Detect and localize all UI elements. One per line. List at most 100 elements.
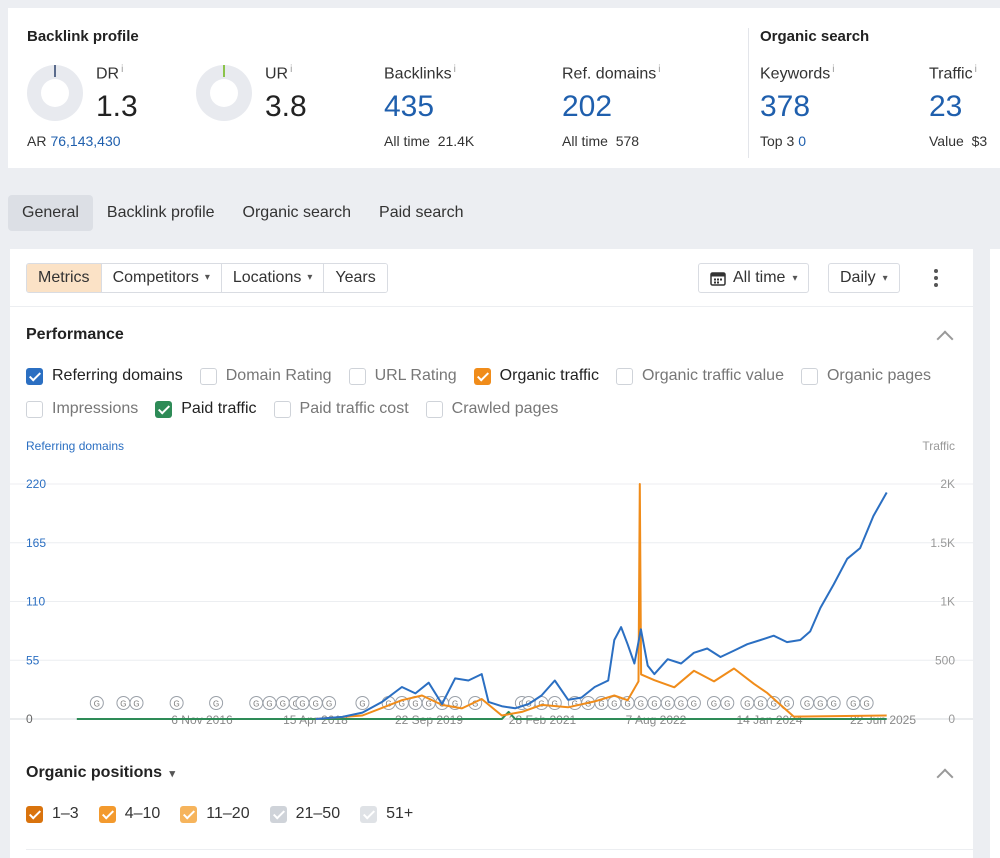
backlinks-info-icon[interactable]: i — [453, 64, 456, 75]
ref-domains-info-icon[interactable]: i — [658, 64, 661, 75]
google-update-marker-label: G — [94, 700, 100, 709]
google-update-marker — [322, 696, 337, 710]
interval-dropdown[interactable]: Daily ▾ — [828, 263, 900, 293]
metric-organic-pages[interactable]: Organic pages — [800, 367, 931, 385]
chevron-down-icon: ▾ — [307, 272, 313, 283]
metric-paid-traffic-cost[interactable]: Paid traffic cost — [273, 400, 409, 418]
calendar-icon — [710, 271, 726, 286]
metric-organic-traffic-value[interactable]: Organic traffic value — [615, 367, 784, 385]
google-update-marker-label: G — [133, 700, 139, 709]
report-tabs: General Backlink profile Organic search … — [8, 195, 478, 231]
metric-url-rating[interactable]: URL Rating — [348, 367, 457, 385]
ar-value-link[interactable]: 76,143,430 — [50, 133, 121, 149]
metrics-button[interactable]: Metrics — [27, 264, 102, 292]
checkbox-icon[interactable] — [800, 367, 818, 385]
google-update-marker — [686, 696, 701, 710]
position-11-20[interactable]: 11–20 — [180, 805, 250, 823]
checkbox-icon[interactable] — [155, 400, 173, 418]
metric-referring-domains[interactable]: Referring domains — [26, 367, 183, 385]
tab-general[interactable]: General — [8, 195, 93, 231]
date-range-label: All time — [733, 269, 786, 286]
interval-label: Daily — [840, 269, 876, 286]
years-label: Years — [335, 269, 376, 286]
dr-info-icon[interactable]: i — [121, 64, 124, 75]
organic-positions-dropdown[interactable]: Organic positions ▾ — [26, 764, 175, 782]
ur-label[interactable]: UR i — [265, 64, 293, 83]
checkbox-icon[interactable] — [26, 367, 43, 385]
checkbox-icon[interactable] — [615, 367, 633, 385]
position-51-plus[interactable]: 51+ — [360, 805, 413, 823]
google-update-marker-label: G — [611, 700, 617, 709]
top3-value-link[interactable]: 0 — [798, 133, 807, 149]
checkbox-icon[interactable] — [26, 805, 43, 823]
google-update-marker-label: G — [472, 700, 478, 709]
metric-domain-rating[interactable]: Domain Rating — [199, 367, 332, 385]
keywords-label[interactable]: Keywords i — [760, 64, 835, 83]
checkbox-icon[interactable] — [269, 805, 287, 823]
metric-organic-traffic[interactable]: Organic traffic — [473, 367, 599, 385]
traffic-label[interactable]: Traffic i — [929, 64, 977, 83]
traffic-value[interactable]: 23 — [929, 90, 963, 123]
chevron-up-icon[interactable] — [936, 768, 954, 786]
traffic-info-icon[interactable]: i — [974, 64, 977, 75]
chevron-down-icon: ▾ — [882, 272, 888, 284]
ref-domains-all-time: All time 578 — [562, 133, 640, 149]
google-update-marker — [633, 696, 648, 710]
more-options-icon[interactable] — [928, 267, 944, 289]
checkbox-icon[interactable] — [98, 805, 116, 823]
google-update-marker-label: G — [724, 700, 730, 709]
checkbox-icon[interactable] — [360, 805, 378, 823]
dr-donut-chart — [27, 65, 83, 121]
google-update-marker-label: G — [174, 700, 180, 709]
checkbox-icon[interactable] — [473, 367, 491, 385]
checkbox-icon[interactable] — [273, 400, 291, 418]
checkbox-icon[interactable] — [180, 805, 198, 823]
ref-domains-value[interactable]: 202 — [562, 90, 613, 123]
date-range-dropdown[interactable]: All time ▾ — [698, 263, 810, 293]
position-label: 51+ — [386, 805, 414, 822]
backlinks-label[interactable]: Backlinks i — [384, 64, 456, 83]
position-4-10[interactable]: 4–10 — [98, 805, 160, 823]
position-1-3[interactable]: 1–3 — [26, 805, 79, 823]
ur-info-icon[interactable]: i — [290, 64, 293, 75]
metric-label: Organic traffic — [499, 367, 599, 384]
left-tick-label: 165 — [26, 536, 46, 550]
organic-search-title: Organic search — [760, 28, 870, 45]
google-update-marker-label: G — [625, 700, 631, 709]
years-button[interactable]: Years — [324, 264, 387, 292]
ref-domains-label[interactable]: Ref. domains i — [562, 64, 661, 83]
ur-value: 3.8 — [265, 90, 307, 123]
google-update-marker-label: G — [771, 700, 777, 709]
metric-paid-traffic[interactable]: Paid traffic — [155, 400, 257, 418]
left-tick-label: 55 — [26, 653, 40, 667]
tab-backlink-profile[interactable]: Backlink profile — [106, 204, 215, 221]
tab-paid-search[interactable]: Paid search — [379, 204, 464, 221]
position-label: 1–3 — [52, 805, 79, 822]
keywords-info-icon[interactable]: i — [832, 64, 835, 75]
stats-card: Backlink profile DR i 1.3 UR i 3.8 AR 76,14… — [8, 8, 1000, 168]
locations-dropdown[interactable]: Locations ▾ — [221, 264, 325, 292]
checkbox-icon[interactable] — [26, 400, 43, 418]
right-tick-label: 1.5K — [930, 536, 955, 550]
keywords-value[interactable]: 378 — [760, 90, 811, 123]
metric-impressions[interactable]: Impressions — [26, 400, 138, 418]
checkbox-icon[interactable] — [425, 400, 443, 418]
checkbox-icon[interactable] — [348, 367, 366, 385]
google-update-marker-label: G — [253, 700, 259, 709]
metric-label: Referring domains — [52, 367, 183, 384]
series-line-paid-traffic — [76, 710, 887, 720]
metric-label: Paid traffic cost — [299, 400, 409, 417]
right-tick-label: 500 — [935, 653, 955, 667]
competitors-dropdown[interactable]: Competitors ▾ — [101, 264, 222, 292]
position-21-50[interactable]: 21–50 — [269, 805, 340, 823]
tab-organic-search[interactable]: Organic search — [242, 204, 352, 221]
backlinks-value[interactable]: 435 — [384, 90, 435, 123]
google-update-marker — [89, 696, 104, 710]
google-update-marker — [720, 696, 735, 710]
stats-divider — [748, 28, 749, 158]
metric-crawled-pages[interactable]: Crawled pages — [425, 400, 558, 418]
ur-ring-indicator — [223, 65, 225, 77]
dr-label[interactable]: DR i — [96, 64, 124, 83]
checkbox-icon[interactable] — [199, 367, 217, 385]
